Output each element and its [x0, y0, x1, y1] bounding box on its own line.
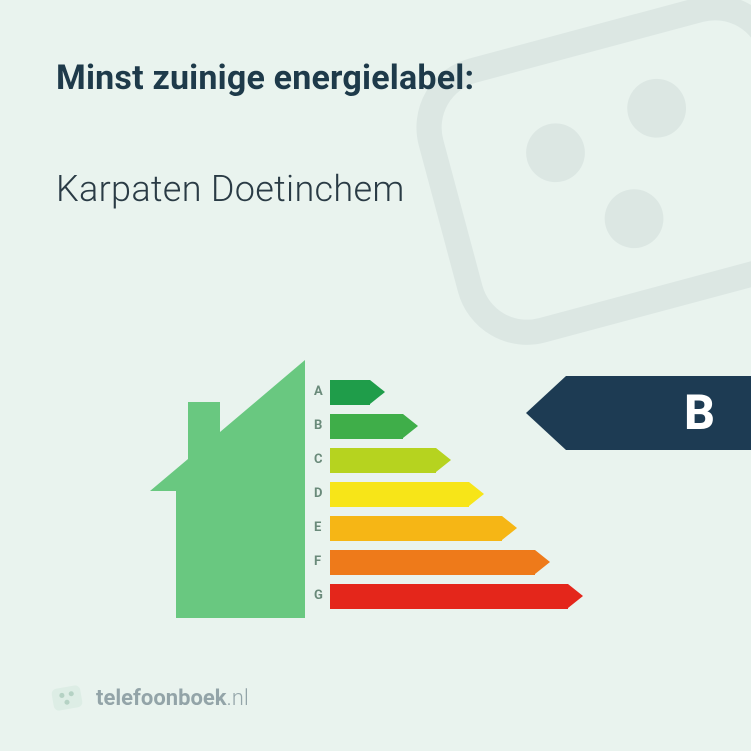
energy-bar-label: B	[314, 418, 322, 433]
badge-shape	[526, 376, 751, 450]
energy-bar-label: A	[314, 384, 323, 399]
rating-badge: B	[526, 376, 751, 450]
rating-letter: B	[684, 384, 715, 441]
location-name: Karpaten Doetinchem	[56, 168, 405, 210]
footer-brand: telefoonboek	[96, 686, 227, 711]
house-icon	[150, 360, 305, 618]
energy-bar-label: E	[314, 520, 321, 535]
footer-text: telefoonboek.nl	[96, 686, 249, 711]
page-title: Minst zuinige energielabel:	[56, 58, 474, 98]
phonebook-icon	[50, 681, 84, 715]
energy-bar-label: F	[314, 554, 321, 569]
energy-bar-label: G	[314, 588, 323, 603]
footer-tld: .nl	[227, 686, 249, 711]
energy-bar-label: D	[314, 486, 322, 501]
footer: telefoonboek.nl	[50, 681, 249, 715]
energy-bar-label: C	[314, 452, 323, 467]
